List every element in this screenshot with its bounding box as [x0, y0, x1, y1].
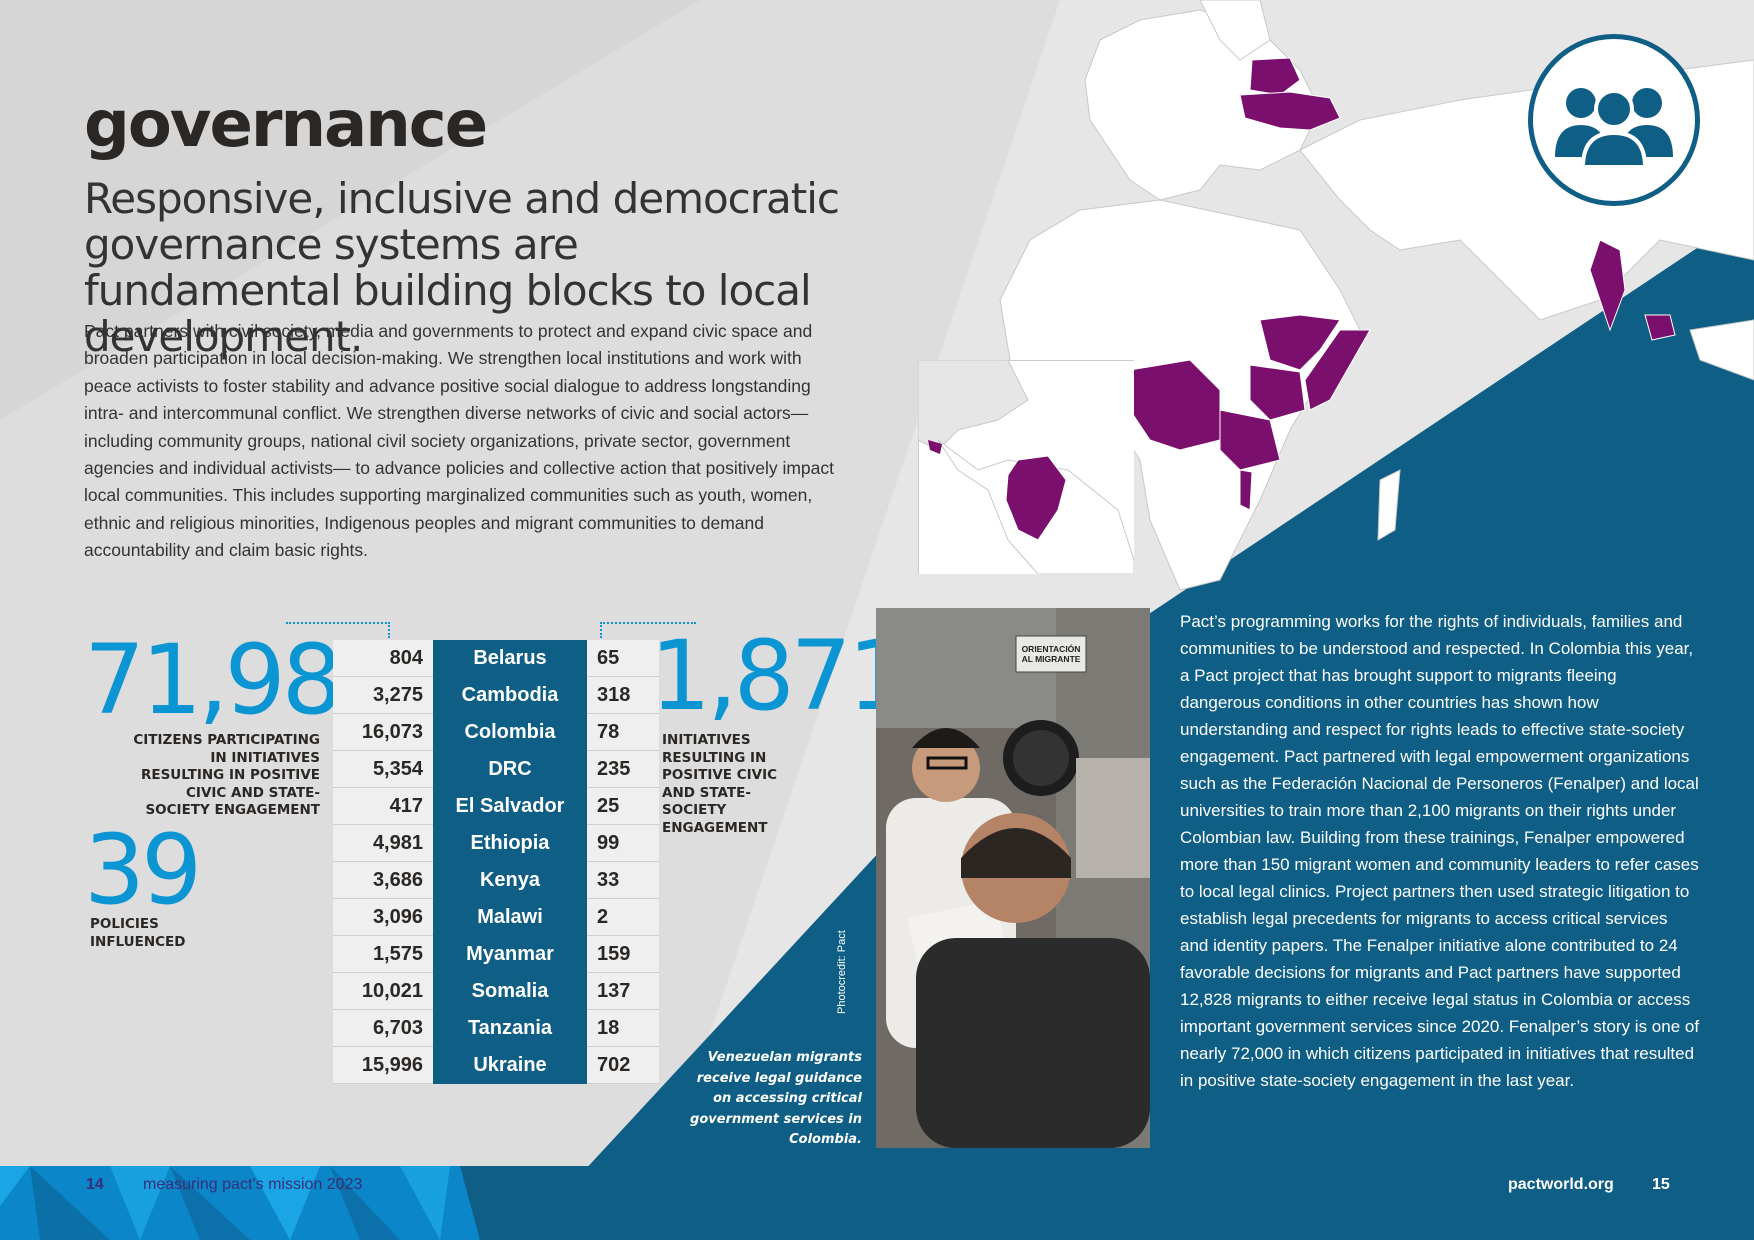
people-group-icon — [1555, 88, 1673, 169]
citizens-cell: 4,981 — [333, 824, 433, 862]
citizens-cell: 3,096 — [333, 898, 433, 936]
citizens-cell: 15,996 — [333, 1046, 433, 1084]
table-row: 6,703 Tanzania 18 — [333, 1009, 659, 1047]
country-name-cell: Cambodia — [433, 676, 587, 714]
intro-paragraph: Pact partners with civil society, media … — [84, 321, 834, 561]
scandinavia-shape — [1199, 0, 1271, 61]
citizens-cell: 6,703 — [333, 1009, 433, 1047]
citizens-stat-label: CITIZENS PARTICIPATING IN INITIATIVES RE… — [133, 732, 320, 818]
initiatives-cell: 2 — [587, 898, 659, 936]
country-name-cell: El Salvador — [433, 787, 587, 825]
country-name-cell: DRC — [433, 750, 587, 788]
photo-illustration — [876, 608, 1150, 1148]
belarus-shape — [1249, 57, 1301, 96]
policies-stat-label: POLICIES INFLUENCED — [90, 916, 186, 950]
initiatives-cell: 235 — [587, 750, 659, 788]
country-name-cell: Colombia — [433, 713, 587, 751]
table-row: 1,575 Myanmar 159 — [333, 935, 659, 973]
initiatives-cell: 318 — [587, 676, 659, 714]
cambodia-shape — [1644, 314, 1676, 341]
table-row: 3,096 Malawi 2 — [333, 898, 659, 936]
country-name-cell: Belarus — [433, 640, 587, 677]
story-paragraph: Pact’s programming works for the rights … — [1180, 612, 1700, 1090]
citizens-connector-line — [286, 622, 390, 638]
country-name-cell: Ukraine — [433, 1046, 587, 1084]
right-page-number: 15 — [1652, 1176, 1670, 1193]
table-row: 15,996 Ukraine 702 — [333, 1046, 659, 1084]
table-row: 417 El Salvador 25 — [333, 787, 659, 825]
initiatives-connector-line — [600, 622, 696, 638]
country-name-cell: Kenya — [433, 861, 587, 899]
initiatives-cell: 33 — [587, 861, 659, 899]
somalia-shape — [1304, 329, 1371, 411]
initiatives-stat-value: 1,871 — [650, 620, 909, 732]
footer-band — [0, 1166, 1754, 1240]
country-name-cell: Somalia — [433, 972, 587, 1010]
north-america-shape — [918, 360, 1029, 451]
citizens-cell: 417 — [333, 787, 433, 825]
colombia-shape — [1005, 455, 1067, 541]
table-row: 4,981 Ethiopia 99 — [333, 824, 659, 862]
left-page-number: 14 — [86, 1176, 104, 1193]
table-row: 5,354 DRC 235 — [333, 750, 659, 788]
malawi-shape — [1239, 469, 1253, 511]
photo-caption: Venezuelan migrants receive legal guidan… — [690, 1050, 862, 1147]
table-row: 16,073 Colombia 78 — [333, 713, 659, 751]
initiatives-cell: 137 — [587, 972, 659, 1010]
world-map — [999, 0, 1754, 591]
madagascar-shape — [1377, 469, 1401, 541]
ethiopia-shape — [1259, 314, 1341, 371]
initiatives-cell: 78 — [587, 713, 659, 751]
citizens-cell: 5,354 — [333, 750, 433, 788]
table-row: 804 Belarus 65 — [333, 640, 659, 677]
governance-icon-badge — [1528, 34, 1700, 206]
citizens-cell: 3,275 — [333, 676, 433, 714]
indonesia-shape — [1689, 319, 1754, 381]
initiatives-cell: 18 — [587, 1009, 659, 1047]
citizens-cell: 10,021 — [333, 972, 433, 1010]
migrants-photo: ORIENTACIÓN AL MIGRANTE — [876, 608, 1150, 1148]
americas-inset-map — [918, 360, 1134, 574]
table-row: 10,021 Somalia 137 — [333, 972, 659, 1010]
photo-credit: Photocredit: Pact — [836, 930, 848, 1014]
initiatives-stat-label: INITIATIVES RESULTING IN POSITIVE CIVIC … — [662, 732, 778, 836]
initiatives-cell: 159 — [587, 935, 659, 973]
initiatives-cell: 99 — [587, 824, 659, 862]
country-name-cell: Malawi — [433, 898, 587, 936]
table-row: 3,686 Kenya 33 — [333, 861, 659, 899]
page-subtitle: Responsive, inclusive and democratic gov… — [84, 174, 840, 361]
initiatives-cell: 65 — [587, 640, 659, 677]
policies-stat-value: 39 — [84, 814, 202, 926]
myanmar-shape — [1589, 239, 1626, 332]
citizens-cell: 804 — [333, 640, 433, 677]
initiatives-cell: 25 — [587, 787, 659, 825]
country-name-cell: Myanmar — [433, 935, 587, 973]
country-name-cell: Tanzania — [433, 1009, 587, 1047]
photo-sign: ORIENTACIÓN AL MIGRANTE — [1021, 644, 1081, 664]
tanzania-shape — [1219, 409, 1281, 471]
citizens-cell: 3,686 — [333, 861, 433, 899]
ukraine-shape — [1239, 91, 1341, 131]
citizens-cell: 1,575 — [333, 935, 433, 973]
table-row: 3,275 Cambodia 318 — [333, 676, 659, 714]
website-link[interactable]: pactworld.org — [1508, 1176, 1614, 1193]
country-name-cell: Ethiopia — [433, 824, 587, 862]
kenya-shape — [1249, 364, 1306, 421]
el-salvador-shape — [928, 440, 942, 454]
citizens-cell: 16,073 — [333, 713, 433, 751]
country-table: 804 Belarus 65 3,275 Cambodia 318 16,073 Colo… — [333, 640, 659, 1084]
page-title: governance — [84, 88, 488, 162]
initiatives-cell: 702 — [587, 1046, 659, 1084]
publication-name: measuring pact’s mission 2023 — [143, 1176, 363, 1193]
